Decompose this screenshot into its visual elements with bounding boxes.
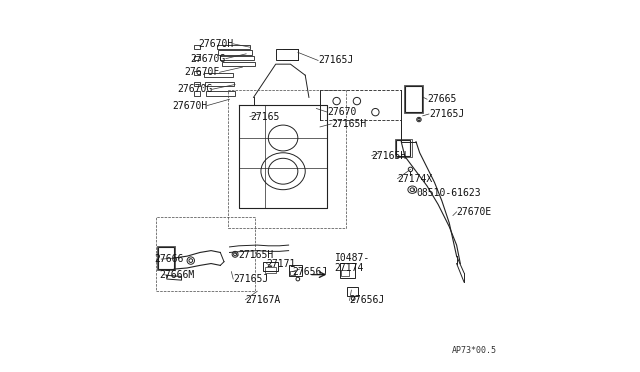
Bar <box>404 85 422 113</box>
Bar <box>264 267 276 273</box>
Bar <box>347 287 358 296</box>
Bar <box>194 91 200 96</box>
Text: 27165H: 27165H <box>331 119 366 129</box>
Text: 27670H: 27670H <box>198 39 233 49</box>
Text: 27665: 27665 <box>427 94 456 104</box>
Bar <box>205 82 234 86</box>
Text: 27670E: 27670E <box>456 207 492 217</box>
Text: I0487-: I0487- <box>335 253 370 263</box>
Bar <box>157 246 175 270</box>
Text: 27670G: 27670G <box>177 84 212 94</box>
Bar <box>290 271 295 275</box>
Text: 27165J: 27165J <box>429 109 464 119</box>
Text: 27165H: 27165H <box>372 151 407 161</box>
Text: 27666M: 27666M <box>159 270 195 280</box>
Bar <box>263 262 278 271</box>
Text: 27171: 27171 <box>266 259 296 269</box>
Bar <box>194 56 200 61</box>
Text: 27165H: 27165H <box>238 250 273 260</box>
Text: 27656J: 27656J <box>292 267 328 277</box>
Bar <box>204 73 233 77</box>
Bar <box>405 86 422 112</box>
Text: 27670: 27670 <box>328 107 356 117</box>
Text: 27167A: 27167A <box>245 295 281 305</box>
Bar <box>396 140 410 157</box>
Text: 27656J: 27656J <box>349 295 385 305</box>
Text: 27165J: 27165J <box>318 55 353 65</box>
Text: 27174X: 27174X <box>397 174 433 184</box>
Text: 27670H: 27670H <box>172 100 207 110</box>
Bar <box>157 247 174 269</box>
Bar <box>395 139 412 157</box>
Bar <box>276 49 298 61</box>
Bar <box>194 45 200 49</box>
Bar <box>220 56 253 61</box>
Text: 27174: 27174 <box>335 263 364 273</box>
Text: 08510-61623: 08510-61623 <box>416 187 481 198</box>
Bar <box>194 82 200 86</box>
Text: 27670G: 27670G <box>191 54 226 64</box>
Bar <box>194 71 200 75</box>
Bar <box>216 45 250 49</box>
Bar <box>341 270 349 276</box>
Bar <box>289 265 301 276</box>
Text: 27666: 27666 <box>154 254 183 264</box>
Text: AP73*00.5: AP73*00.5 <box>452 346 497 355</box>
Bar <box>222 62 255 66</box>
Text: 27165J: 27165J <box>233 274 269 284</box>
Text: 27670F: 27670F <box>184 67 220 77</box>
Bar <box>218 51 252 55</box>
Bar <box>206 91 236 96</box>
Text: 27165: 27165 <box>250 112 279 122</box>
Bar <box>340 263 355 278</box>
